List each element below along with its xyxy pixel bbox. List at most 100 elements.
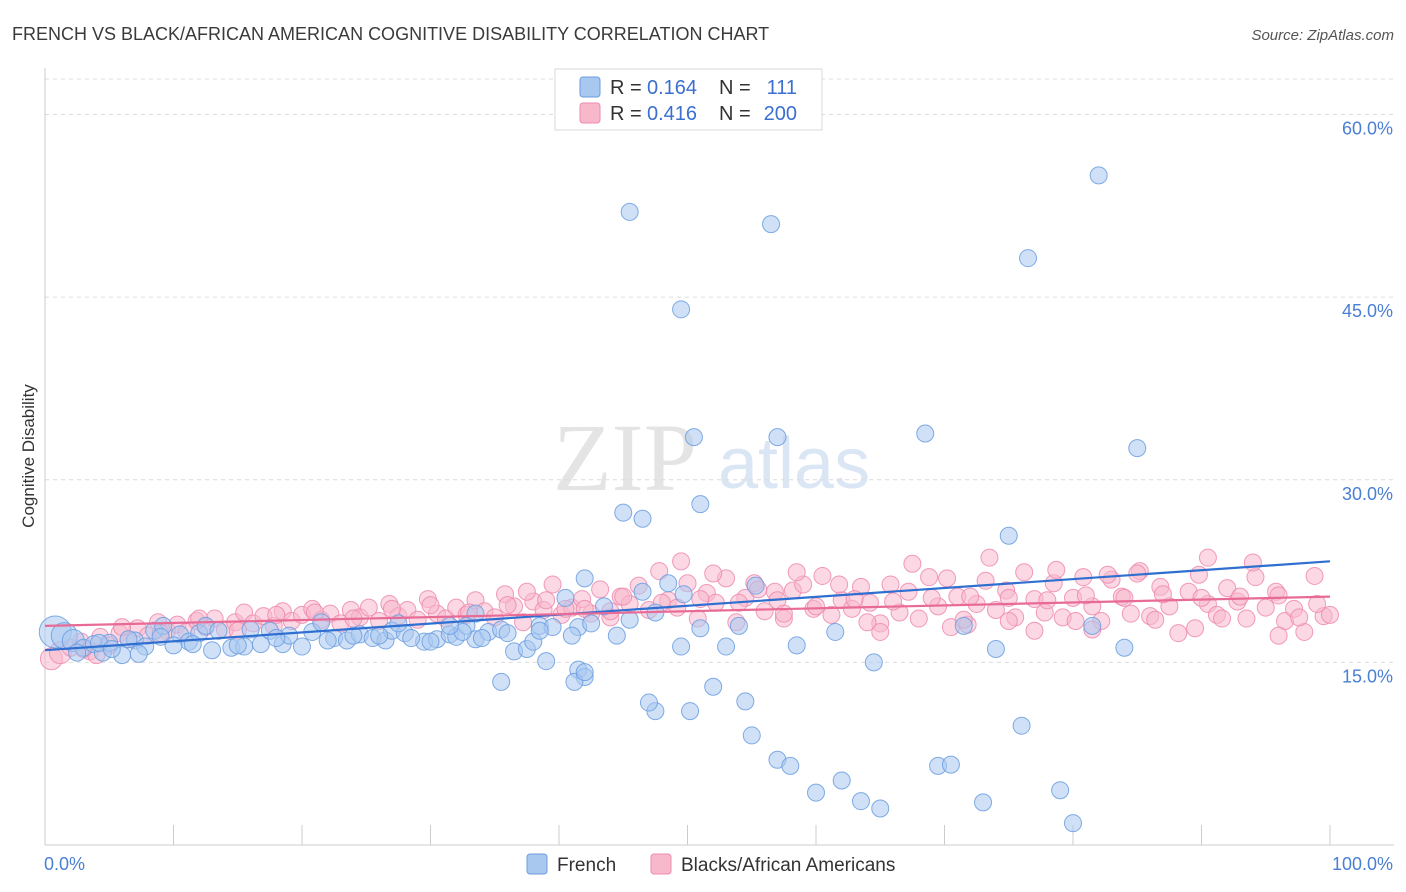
point-french-91 (440, 616, 459, 635)
point-black-179 (1098, 565, 1117, 584)
point-french-58 (717, 637, 736, 656)
point-french-124 (762, 215, 781, 234)
point-french-79 (318, 631, 337, 650)
point-black-125 (1246, 568, 1265, 587)
point-black-166 (1269, 586, 1288, 605)
point-french-76 (164, 636, 183, 655)
chart-source: Source: ZipAtlas.com (1251, 27, 1394, 44)
point-french-24 (293, 637, 311, 656)
point-french-86 (498, 624, 517, 643)
point-french-54 (659, 574, 678, 593)
point-black-119 (1189, 565, 1208, 584)
point-french-60 (746, 576, 765, 595)
point-french-48 (582, 614, 601, 633)
legend-n-value-black: 200 (764, 103, 797, 125)
point-black-81 (822, 605, 841, 624)
stats-legend: R = 0.164 N = 111 R = 0.416 N = 200 (554, 68, 823, 131)
point-french-111 (807, 783, 825, 802)
point-black-154 (807, 597, 825, 616)
series-legend-label-french: French (557, 855, 616, 876)
point-black-190 (858, 613, 877, 632)
point-french-46 (556, 588, 575, 607)
point-black-151 (691, 590, 710, 609)
point-black-195 (1213, 609, 1232, 628)
point-french-67 (1115, 638, 1134, 657)
point-black-161 (1076, 586, 1095, 605)
point-black-157 (922, 588, 941, 607)
point-french-56 (674, 585, 693, 604)
point-french-126 (916, 424, 935, 443)
series-legend-swatch-french (526, 853, 548, 875)
point-french-82 (402, 629, 421, 648)
point-french-122 (672, 300, 691, 319)
point-french-51 (620, 610, 639, 629)
point-french-50 (607, 626, 626, 645)
point-french-114 (871, 799, 890, 818)
legend-n-label-french: N = (719, 77, 751, 99)
point-french-105 (681, 702, 700, 721)
x-tick-label-0: 0.0% (44, 854, 85, 874)
point-french-96 (492, 672, 511, 691)
point-french-123 (684, 428, 703, 447)
point-french-106 (704, 677, 723, 696)
point-french-89 (575, 569, 594, 588)
series-legend-swatch-black (650, 853, 672, 875)
point-black-124 (1237, 609, 1256, 628)
scatter-points (38, 166, 1339, 833)
legend-n-value-french: 111 (767, 77, 797, 99)
point-french-97 (537, 652, 556, 671)
point-black-164 (1192, 588, 1211, 607)
point-french-119 (1051, 781, 1070, 800)
point-french-61 (787, 636, 806, 655)
point-black-101 (1015, 563, 1034, 582)
point-black-177 (980, 548, 999, 567)
y-tick-label-2: 45.0% (1342, 301, 1393, 321)
point-french-59 (729, 616, 748, 635)
point-black-85 (860, 593, 879, 612)
point-black-162 (1115, 588, 1134, 607)
legend-n-label-black: N = (719, 103, 751, 125)
point-french-88 (562, 626, 581, 645)
point-french-92 (389, 614, 408, 633)
point-french-85 (472, 629, 491, 648)
point-black-158 (961, 587, 980, 606)
point-black-33 (359, 598, 378, 617)
point-black-159 (999, 588, 1018, 607)
watermark-zip: ZIP (553, 404, 697, 511)
watermark-atlas: atlas (718, 424, 870, 504)
point-french-63 (864, 653, 883, 672)
point-french-102 (633, 509, 652, 528)
point-french-128 (1019, 249, 1038, 268)
point-black-112 (1121, 604, 1140, 623)
point-french-125 (768, 428, 787, 447)
point-black-168 (517, 582, 536, 601)
point-black-63 (650, 562, 669, 581)
point-french-104 (639, 693, 658, 712)
point-black-188 (1269, 626, 1288, 645)
point-black-52 (543, 575, 562, 594)
point-black-163 (1153, 585, 1172, 604)
point-black-57 (591, 580, 610, 599)
legend-r-value-french: 0.164 (647, 77, 697, 99)
point-black-193 (1066, 611, 1085, 630)
point-black-74 (755, 602, 774, 621)
point-french-107 (736, 692, 755, 711)
x-tick-labels: 0.0% 100.0% (44, 854, 1393, 874)
point-black-126 (1256, 598, 1275, 617)
point-french-57 (691, 619, 710, 638)
point-french-81 (370, 626, 389, 645)
x-tick-label-1: 100.0% (1332, 854, 1393, 874)
series-legend-label-black: Blacks/African Americans (681, 855, 895, 876)
point-french-99 (575, 663, 594, 682)
point-black-140 (267, 605, 286, 624)
point-french-116 (941, 755, 960, 774)
point-black-182 (1243, 553, 1262, 572)
point-french-64 (954, 616, 973, 635)
point-black-194 (1146, 610, 1165, 629)
point-black-117 (1169, 624, 1188, 643)
point-black-149 (614, 587, 633, 606)
watermark: ZIP atlas (553, 404, 870, 511)
series-legend: French Blacks/African Americans (526, 853, 895, 876)
point-black-187 (1186, 619, 1205, 638)
point-french-127 (999, 526, 1018, 545)
